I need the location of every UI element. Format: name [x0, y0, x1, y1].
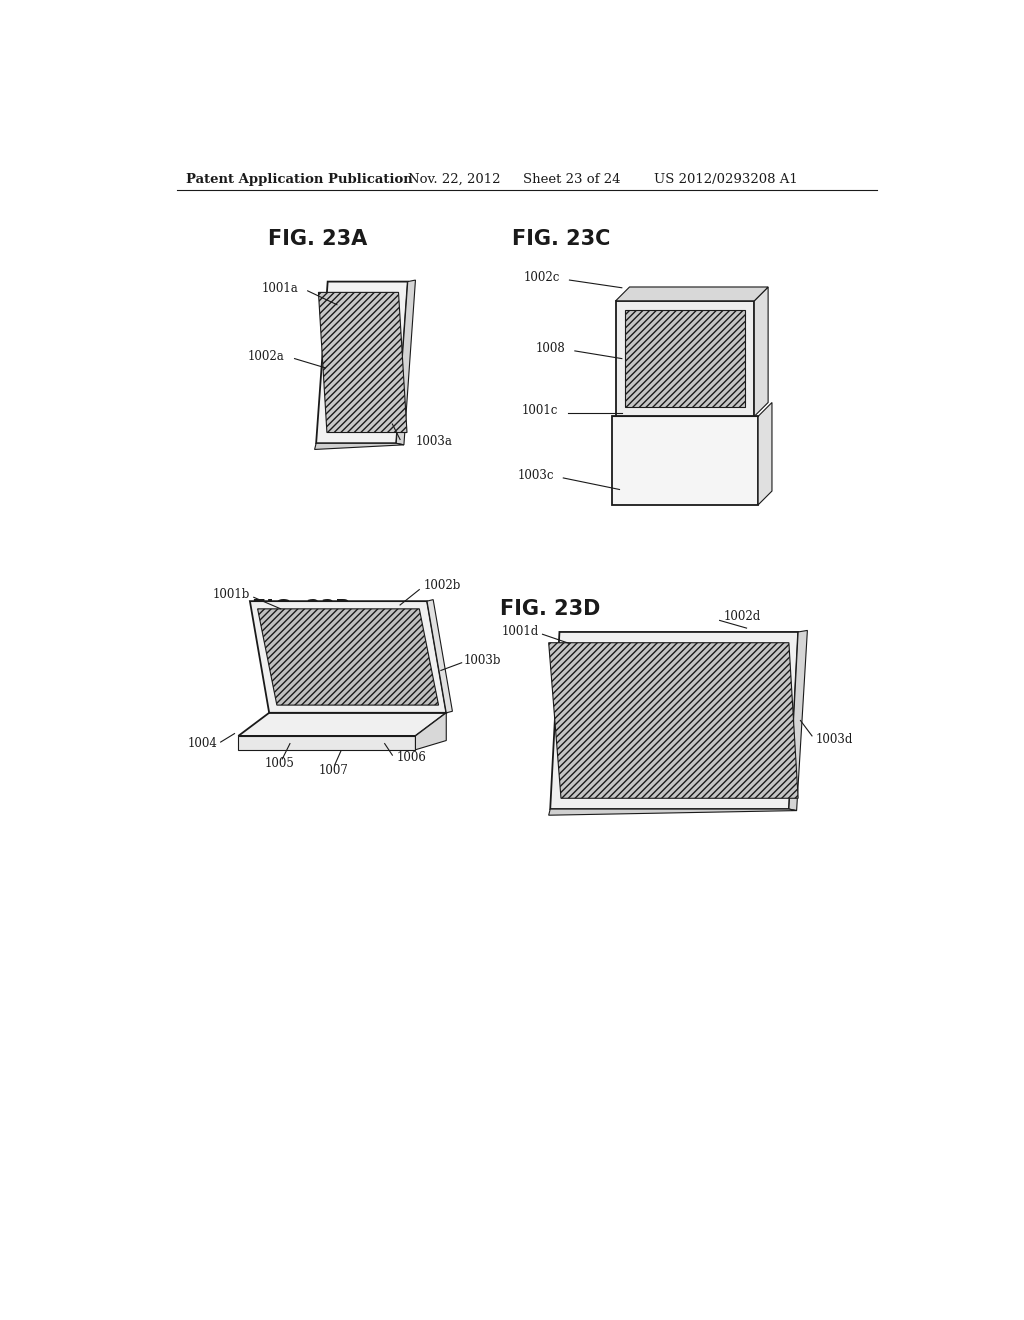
Polygon shape [755, 286, 768, 416]
Text: 1001b: 1001b [213, 589, 250, 602]
Polygon shape [549, 809, 797, 816]
Polygon shape [611, 416, 758, 506]
Polygon shape [549, 643, 798, 799]
Text: 1002b: 1002b [423, 579, 461, 593]
Text: FIG. 23B: FIG. 23B [252, 599, 351, 619]
Text: 1003b: 1003b [464, 653, 502, 667]
Text: FIG. 23D: FIG. 23D [500, 599, 600, 619]
Text: 1002c: 1002c [524, 271, 560, 284]
Text: 1007: 1007 [318, 764, 348, 777]
Polygon shape [239, 737, 416, 750]
Text: FIG. 23A: FIG. 23A [267, 230, 367, 249]
Polygon shape [427, 599, 453, 713]
Text: 1002d: 1002d [724, 610, 761, 623]
Text: 1008: 1008 [536, 342, 565, 355]
Polygon shape [318, 293, 407, 433]
Polygon shape [615, 286, 768, 301]
Polygon shape [250, 601, 446, 713]
Text: 1001c: 1001c [521, 404, 558, 417]
Polygon shape [258, 609, 438, 705]
Text: 1003d: 1003d [816, 733, 853, 746]
Polygon shape [550, 632, 798, 809]
Polygon shape [625, 310, 745, 407]
Text: 1004: 1004 [187, 737, 217, 750]
Polygon shape [316, 281, 408, 444]
Text: 1006: 1006 [396, 751, 426, 764]
Polygon shape [788, 631, 807, 810]
Text: 1005: 1005 [264, 758, 294, 770]
Text: 1001a: 1001a [262, 282, 298, 296]
Text: FIG. 23C: FIG. 23C [512, 230, 610, 249]
Polygon shape [396, 280, 416, 445]
Polygon shape [416, 713, 446, 750]
Text: Patent Application Publication: Patent Application Publication [186, 173, 413, 186]
Text: 1003a: 1003a [416, 436, 453, 449]
Text: 1003c: 1003c [517, 469, 554, 482]
Text: 1002a: 1002a [248, 350, 285, 363]
Polygon shape [758, 403, 772, 506]
Polygon shape [314, 444, 403, 449]
Text: Sheet 23 of 24: Sheet 23 of 24 [523, 173, 621, 186]
Polygon shape [615, 301, 755, 416]
Text: Nov. 22, 2012: Nov. 22, 2012 [408, 173, 501, 186]
Text: US 2012/0293208 A1: US 2012/0293208 A1 [654, 173, 798, 186]
Text: 1001d: 1001d [502, 626, 539, 639]
Polygon shape [239, 713, 446, 737]
